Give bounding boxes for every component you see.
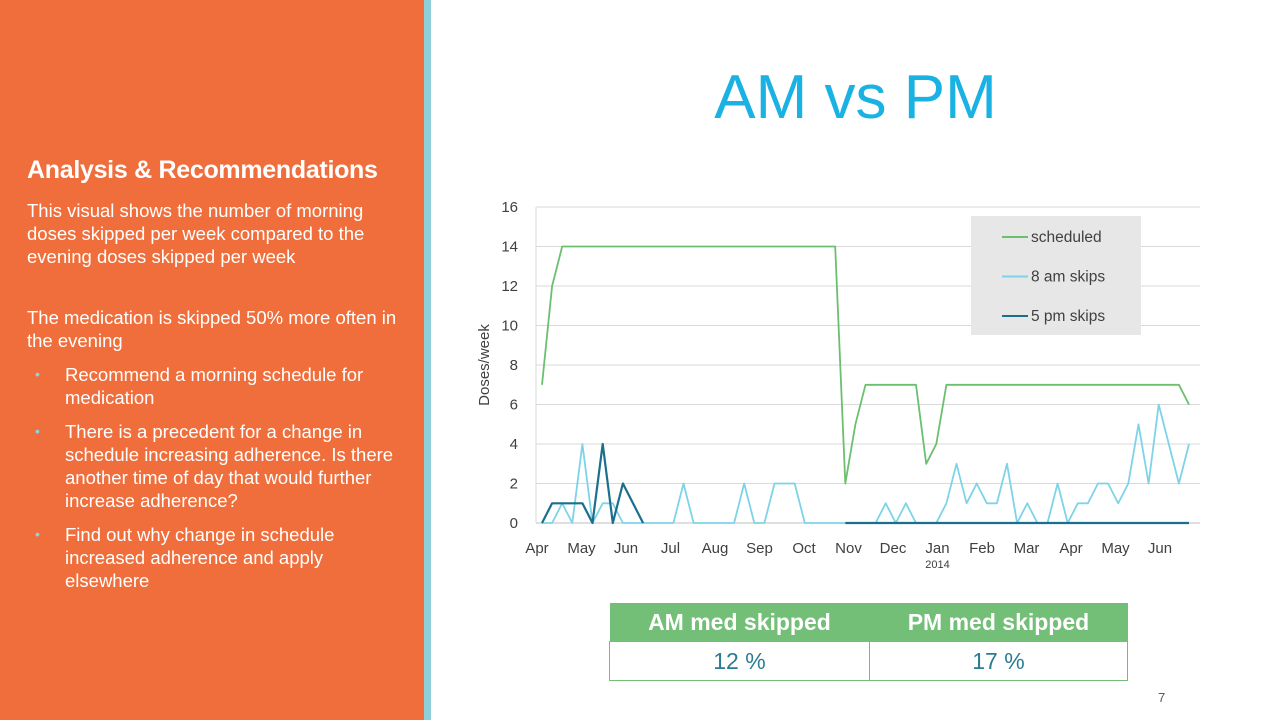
y-tick-label: 16 [501, 199, 518, 216]
x-tick-label: Nov [835, 540, 862, 557]
list-item: • Find out why change in schedule increas… [27, 523, 407, 592]
x-tick-label: Feb [969, 540, 995, 557]
sidebar-paragraph-2: The medication is skipped 50% more often… [27, 307, 397, 351]
list-item-text: Recommend a morning schedule for medicat… [65, 364, 364, 408]
summary-table: AM med skipped PM med skipped 12 % 17 % [609, 603, 1129, 681]
bullet-icon: • [35, 423, 40, 439]
line-chart: 0 2 4 6 8 10 12 14 16 Apr May Jun Jul Aug Sep Oct Nov Dec… [476, 199, 1200, 571]
page-number: 7 [1158, 690, 1166, 705]
legend-label: 5 pm skips [1031, 308, 1105, 325]
list-item: • Recommend a morning schedule for medica… [27, 363, 407, 409]
sidebar-paragraph-1: This visual shows the number of morning … [27, 200, 365, 267]
slide-title: AM vs PM [714, 63, 997, 132]
y-tick-label: 10 [501, 318, 518, 335]
y-axis-label: Doses/week [476, 324, 493, 406]
y-tick-label: 6 [510, 397, 518, 414]
pm-value: 17 % [868, 641, 1129, 681]
x-tick-label: Apr [1059, 540, 1082, 557]
x-tick-label: Oct [792, 540, 816, 557]
x-tick-label: May [1101, 540, 1130, 557]
series-line-scheduled [541, 245, 1190, 485]
y-tick-label: 14 [501, 239, 518, 256]
x-tick-label: Jan [925, 540, 949, 557]
x-tick-label: Apr [525, 540, 548, 557]
x-tick-label: Aug [702, 540, 729, 557]
series-line-5-pm-skips [541, 442, 1189, 525]
y-tick-label: 0 [510, 515, 518, 532]
x-tick-label: Jun [1148, 540, 1172, 557]
x-tick-label: Jul [661, 540, 680, 557]
am-header: AM med skipped [609, 603, 870, 642]
am-value: 12 % [609, 641, 870, 681]
sidebar-heading: Analysis & Recommendations [27, 156, 378, 184]
series-line-8-am-skips [542, 403, 1190, 524]
sidebar-panel [0, 0, 424, 720]
bullet-icon: • [35, 526, 40, 542]
x-sub-label: 2014 [925, 559, 949, 571]
list-item-text: There is a precedent for a change in sch… [65, 421, 394, 511]
x-tick-label: Dec [880, 540, 907, 557]
bullet-icon: • [35, 366, 40, 382]
x-tick-label: Jun [614, 540, 638, 557]
divider-bar [424, 0, 431, 720]
pm-header: PM med skipped [869, 603, 1128, 642]
list-item-text: Find out why change in schedule increase… [65, 524, 335, 591]
list-item: • There is a precedent for a change in sc… [27, 420, 407, 512]
legend-label: 8 am skips [1031, 269, 1105, 286]
y-tick-label: 12 [501, 278, 518, 295]
y-tick-label: 8 [510, 357, 518, 374]
y-tick-label: 4 [510, 436, 518, 453]
y-tick-label: 2 [510, 476, 518, 493]
x-tick-label: Sep [746, 540, 773, 557]
recommendation-list: • Recommend a morning schedule for medica… [27, 363, 407, 603]
legend-label: scheduled [1031, 229, 1102, 246]
x-tick-label: May [567, 540, 596, 557]
legend-box [971, 216, 1141, 335]
x-tick-label: Mar [1014, 540, 1040, 557]
